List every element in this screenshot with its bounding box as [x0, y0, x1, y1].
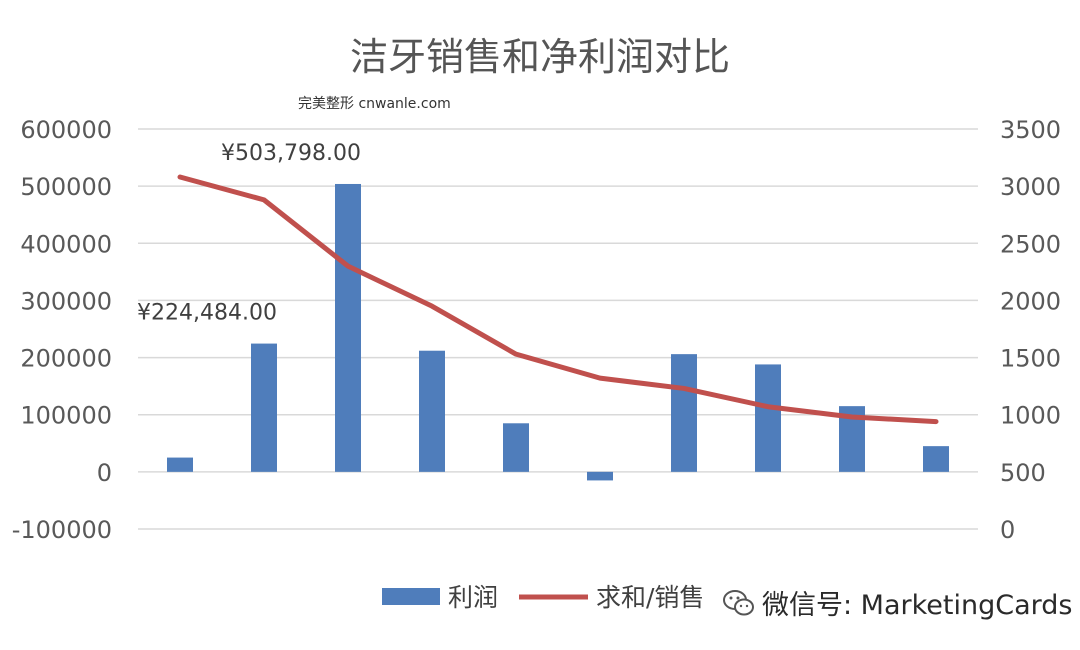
bar-data-label: ¥503,798.00	[221, 141, 361, 166]
bar	[335, 183, 361, 472]
left-tick-label: 400000	[20, 230, 112, 258]
right-axis: 0 500 1000 1500 2000 2500 3000 3500	[1000, 116, 1061, 544]
gridlines	[138, 128, 978, 530]
left-tick-label: 600000	[20, 116, 112, 144]
wechat-id-text: 微信号: MarketingCards	[762, 590, 1073, 621]
sales-line	[177, 174, 939, 425]
legend-line-label: 求和/销售	[596, 583, 704, 612]
right-tick-label: 1500	[1000, 345, 1061, 373]
bar-series	[167, 183, 949, 481]
watermark-text: 完美整形 cnwanle.com	[298, 96, 451, 112]
left-tick-label: 0	[97, 459, 112, 487]
bar	[251, 343, 277, 472]
legend-bar-swatch	[382, 588, 440, 605]
bar-data-label: ¥224,484.00	[137, 301, 277, 326]
right-tick-label: 2000	[1000, 287, 1061, 315]
right-tick-label: 2500	[1000, 230, 1061, 258]
legend: 利润 求和/销售	[382, 583, 704, 612]
bar	[587, 471, 613, 481]
left-tick-label: -100000	[12, 516, 112, 544]
left-tick-label: 100000	[20, 402, 112, 430]
bar	[923, 446, 949, 472]
right-tick-label: 0	[1000, 516, 1015, 544]
bar	[419, 350, 445, 472]
right-tick-label: 500	[1000, 459, 1046, 487]
legend-bar-label: 利润	[448, 583, 498, 612]
bar	[503, 423, 529, 472]
left-tick-label: 300000	[20, 287, 112, 315]
wechat-watermark: 微信号: MarketingCards	[718, 583, 1077, 622]
chart-title: 洁牙销售和净利润对比	[350, 35, 730, 79]
right-tick-label: 3500	[1000, 116, 1061, 144]
bar	[671, 354, 697, 472]
bar	[755, 364, 781, 472]
line-series	[177, 174, 939, 425]
data-labels: ¥224,484.00 ¥503,798.00	[137, 141, 361, 326]
bar	[167, 457, 193, 472]
right-tick-label: 1000	[1000, 402, 1061, 430]
wechat-icon	[723, 589, 754, 615]
right-tick-label: 3000	[1000, 173, 1061, 201]
left-axis: -100000 0 100000 200000 300000 400000 500000 60…	[12, 116, 112, 544]
left-tick-label: 500000	[20, 173, 112, 201]
left-tick-label: 200000	[20, 345, 112, 373]
